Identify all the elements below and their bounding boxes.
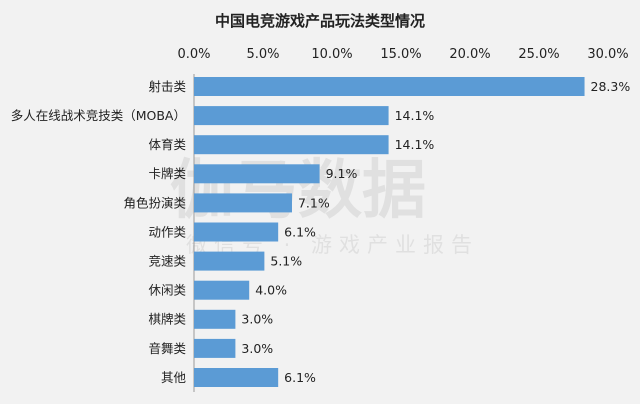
bar — [194, 106, 389, 126]
value-label: 6.1% — [284, 370, 316, 385]
x-tick-label: 10.0% — [311, 47, 352, 62]
bar — [194, 222, 279, 242]
category-label: 休闲类 — [148, 283, 186, 298]
x-tick-label: 0.0% — [177, 47, 210, 62]
x-tick-label: 15.0% — [380, 47, 421, 62]
value-label: 6.1% — [284, 224, 316, 239]
value-label: 14.1% — [395, 108, 435, 123]
category-label: 角色扮演类 — [123, 195, 186, 210]
value-label: 7.1% — [298, 195, 330, 210]
bar — [194, 164, 320, 184]
x-axis-ticks: 0.0% 5.0% 10.0% 15.0% 20.0% 25.0% 30.0% — [177, 47, 628, 62]
x-tick-label: 25.0% — [518, 47, 559, 62]
bar — [194, 368, 279, 387]
bars: 射击类 28.3% 多人在线战术竞技类（MOBA） 14.1% 体育类 14.1% 卡牌类 9… — [11, 77, 631, 387]
value-label: 14.1% — [395, 137, 435, 152]
value-label: 28.3% — [591, 79, 631, 94]
bar — [194, 280, 250, 300]
chart-title: 中国电竞游戏产品玩法类型情况 — [215, 12, 425, 30]
x-tick-label: 30.0% — [587, 47, 628, 62]
category-label: 其他 — [161, 370, 187, 385]
category-label: 体育类 — [148, 137, 186, 152]
value-label: 3.0% — [241, 341, 273, 356]
bar — [194, 251, 265, 271]
category-label: 音舞类 — [148, 341, 186, 356]
bar — [194, 77, 585, 96]
value-label: 4.0% — [255, 283, 287, 298]
category-label: 竞速类 — [148, 253, 186, 268]
bar — [194, 135, 389, 155]
category-label: 射击类 — [148, 79, 186, 94]
category-label: 棋牌类 — [148, 312, 186, 327]
bar — [194, 338, 236, 358]
category-label: 动作类 — [148, 224, 186, 239]
x-tick-label: 20.0% — [449, 47, 490, 62]
value-label: 5.1% — [270, 253, 302, 268]
bar — [194, 193, 292, 213]
value-label: 9.1% — [326, 166, 358, 181]
value-label: 3.0% — [241, 312, 273, 327]
category-label: 多人在线战术竞技类（MOBA） — [11, 108, 186, 123]
category-label: 卡牌类 — [148, 166, 186, 181]
x-tick-label: 5.0% — [246, 47, 279, 62]
bar — [194, 309, 236, 329]
